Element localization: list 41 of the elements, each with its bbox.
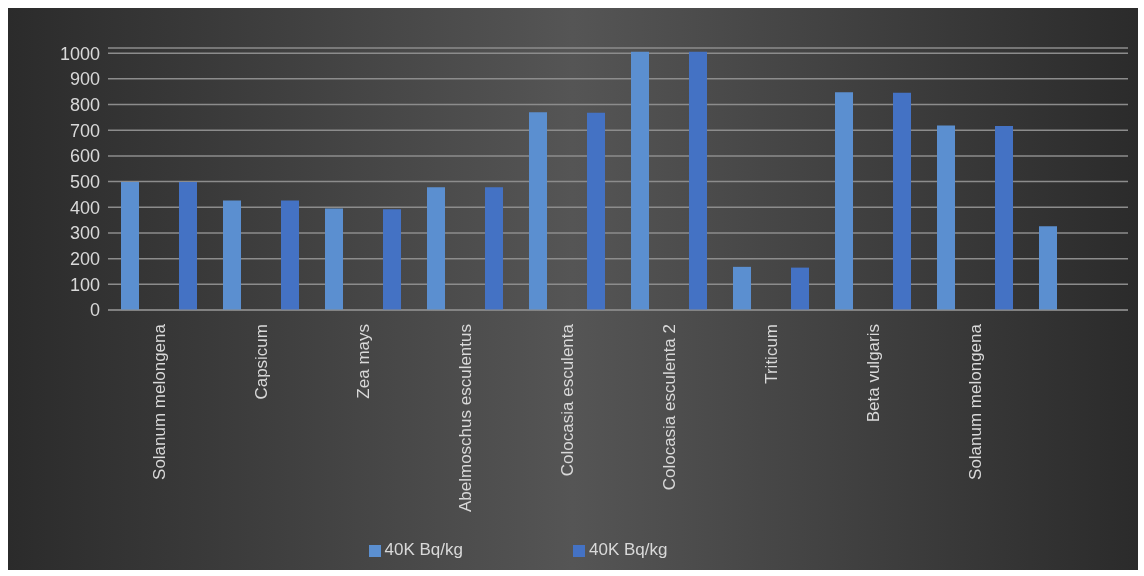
x-tick-label: Capsicum bbox=[251, 324, 271, 400]
x-tick-label: Colocasia esculenta 2 bbox=[659, 324, 679, 491]
x-tick-label: Solanum melongena bbox=[965, 323, 985, 480]
y-tick-label: 900 bbox=[69, 69, 100, 90]
bar bbox=[325, 208, 343, 310]
y-tick-label: 600 bbox=[69, 146, 100, 167]
bar bbox=[631, 51, 649, 310]
bar bbox=[281, 200, 299, 310]
bar bbox=[383, 209, 401, 310]
bar bbox=[121, 182, 139, 310]
bar bbox=[179, 182, 197, 310]
y-tick-label: 200 bbox=[69, 249, 100, 270]
x-tick-label: Colocasia esculenta bbox=[557, 323, 577, 477]
legend-label: 40K Bq/kg bbox=[384, 540, 463, 559]
y-tick-label: 100 bbox=[69, 274, 100, 295]
y-tick-label: 300 bbox=[69, 223, 100, 244]
bar bbox=[733, 266, 751, 310]
bar bbox=[1039, 226, 1057, 310]
x-tick-label: Beta vulgaris bbox=[863, 324, 883, 423]
bar bbox=[791, 267, 809, 310]
bar bbox=[485, 187, 503, 310]
y-tick-label: 500 bbox=[69, 171, 100, 192]
bar bbox=[995, 126, 1013, 310]
bar bbox=[937, 125, 955, 310]
bar bbox=[835, 92, 853, 310]
bar bbox=[587, 112, 605, 310]
bar bbox=[529, 112, 547, 310]
x-tick-label: Solanum melongena bbox=[149, 323, 169, 480]
y-tick-label: 400 bbox=[69, 197, 100, 218]
bar bbox=[427, 187, 445, 310]
bar bbox=[223, 200, 241, 310]
x-tick-label: Triticum bbox=[761, 324, 781, 384]
bar bbox=[893, 92, 911, 310]
x-tick-label: Abelmoschus esculentus bbox=[455, 324, 475, 513]
x-tick-label: Zea mays bbox=[353, 324, 373, 399]
y-tick-label: 700 bbox=[69, 120, 100, 141]
legend-label: 40K Bq/kg bbox=[589, 540, 668, 559]
bar bbox=[689, 51, 707, 310]
y-tick-label: 800 bbox=[69, 94, 100, 115]
y-tick-label: 1000 bbox=[59, 43, 100, 64]
y-tick-label: 0 bbox=[89, 300, 100, 321]
